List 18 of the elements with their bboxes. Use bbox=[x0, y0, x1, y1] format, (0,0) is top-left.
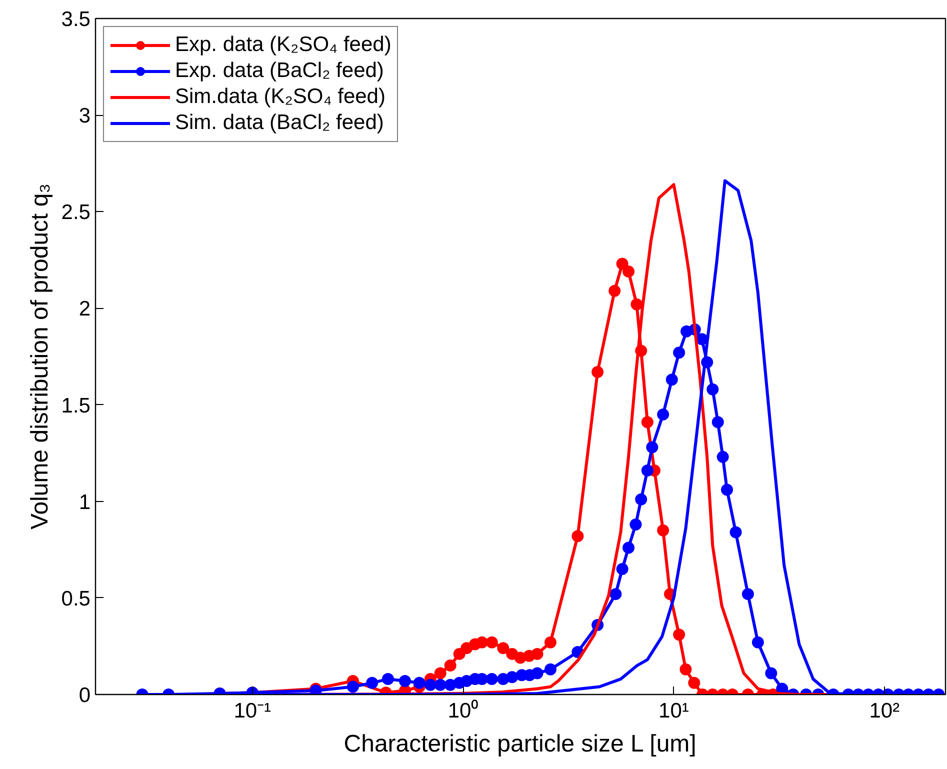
y-tick-label: 2.5 bbox=[61, 201, 91, 224]
y-tick-label: 2 bbox=[78, 298, 91, 321]
x-tick-label: 10² bbox=[869, 700, 900, 722]
y-tick-label: 1 bbox=[78, 490, 91, 514]
x-axis-title: Characteristic particle size L [um] bbox=[344, 730, 696, 758]
y-tick-label: 1.5 bbox=[61, 394, 91, 418]
y-axis-title: Volume distribution of product q₃ bbox=[26, 184, 54, 530]
x-tick-label: 10¹ bbox=[658, 700, 689, 722]
x-tick-label: 10⁰ bbox=[448, 700, 478, 722]
y-tick-label: 3 bbox=[78, 104, 91, 128]
y-tick-label: 0 bbox=[78, 684, 91, 707]
y-tick-label: 3.5 bbox=[61, 8, 91, 31]
legend-label: Exp. data (BaCl₂ feed) bbox=[175, 59, 384, 83]
legend-label: Exp. data (K₂SO₄ feed) bbox=[175, 33, 392, 57]
x-tick-label: 10⁻¹ bbox=[234, 700, 272, 722]
legend-label: Sim. data (BaCl₂ feed) bbox=[175, 111, 384, 135]
y-tick-label: 0.5 bbox=[61, 587, 91, 610]
legend-label: Sim.data (K₂SO₄ feed) bbox=[175, 85, 386, 109]
